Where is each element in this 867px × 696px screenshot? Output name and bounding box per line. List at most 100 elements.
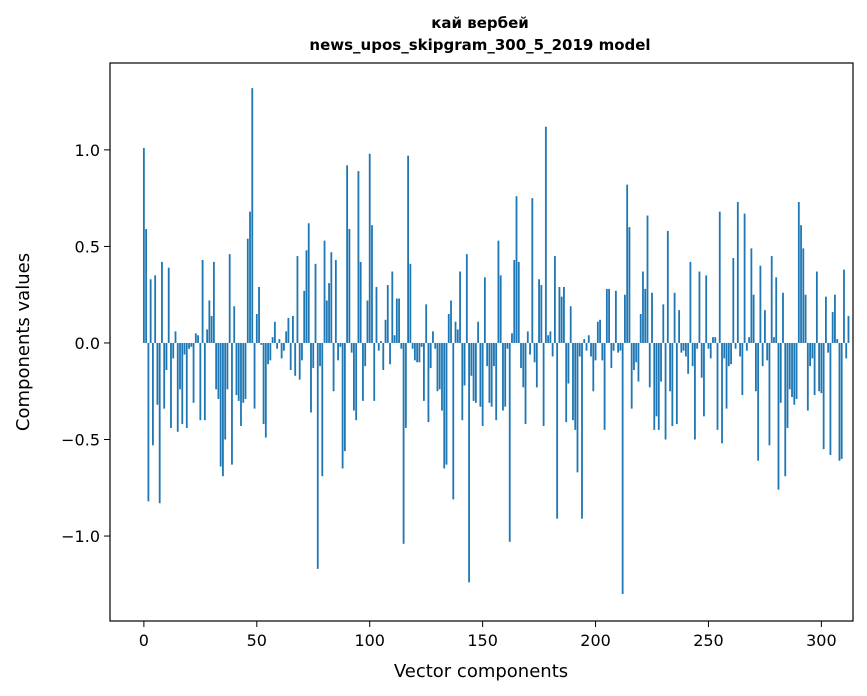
bar xyxy=(619,342,622,351)
bar xyxy=(581,342,583,519)
bar xyxy=(373,342,376,401)
bar xyxy=(407,155,410,343)
bar xyxy=(700,342,703,378)
bar xyxy=(215,342,218,390)
bar xyxy=(495,342,498,421)
bar xyxy=(427,342,430,423)
bar xyxy=(662,304,665,343)
bar xyxy=(145,229,148,343)
bar xyxy=(651,292,653,343)
bar xyxy=(822,342,825,450)
bar xyxy=(752,294,755,343)
bar xyxy=(450,300,452,343)
bar xyxy=(233,306,236,343)
bar xyxy=(813,342,816,396)
y-tick-label: 0.5 xyxy=(75,237,100,256)
bar xyxy=(617,342,620,353)
bar xyxy=(163,342,166,409)
bar xyxy=(766,342,769,361)
bar xyxy=(486,342,489,367)
bar xyxy=(142,147,145,343)
bar xyxy=(705,275,708,343)
bar xyxy=(648,342,651,388)
bar xyxy=(754,342,757,392)
bar xyxy=(380,341,382,343)
x-tick-label: 50 xyxy=(247,631,267,650)
bar xyxy=(152,342,154,446)
bar xyxy=(572,342,574,421)
bar xyxy=(540,285,543,343)
bar xyxy=(276,342,279,349)
bar xyxy=(768,342,771,446)
bar xyxy=(820,342,823,394)
bar xyxy=(770,256,773,343)
bar xyxy=(621,342,624,594)
bar xyxy=(377,342,380,351)
bar xyxy=(416,342,419,363)
bar xyxy=(398,298,400,343)
bar xyxy=(418,342,421,363)
bar xyxy=(727,342,730,367)
x-tick-label: 100 xyxy=(354,631,385,650)
bar xyxy=(244,342,247,399)
bar xyxy=(806,342,809,411)
bar xyxy=(305,250,308,343)
bar xyxy=(172,342,175,359)
bar xyxy=(240,342,242,426)
bar xyxy=(646,215,649,343)
bar xyxy=(515,196,518,343)
bar xyxy=(255,314,258,343)
bar xyxy=(614,290,617,343)
bar xyxy=(165,342,168,370)
bar xyxy=(750,248,753,343)
bar xyxy=(743,213,746,343)
bar xyxy=(447,314,450,343)
bar xyxy=(375,286,378,343)
bar xyxy=(343,342,346,452)
bar xyxy=(551,342,554,357)
bar xyxy=(384,319,387,343)
bar xyxy=(526,331,529,343)
bar xyxy=(222,342,224,477)
bar xyxy=(197,335,199,343)
bar xyxy=(461,342,464,421)
bar xyxy=(684,342,687,357)
bar xyxy=(420,342,423,347)
bar xyxy=(228,254,231,343)
bar xyxy=(691,342,694,367)
bar xyxy=(517,261,520,343)
bar xyxy=(199,342,202,421)
bar xyxy=(456,329,459,343)
x-axis-label: Vector components xyxy=(394,661,568,682)
bar xyxy=(558,286,561,343)
bar xyxy=(718,211,721,343)
bar xyxy=(298,342,301,380)
bar xyxy=(533,342,536,363)
bar xyxy=(535,342,538,388)
bar xyxy=(680,342,683,353)
bar xyxy=(325,300,328,343)
bar xyxy=(578,342,581,357)
bar xyxy=(314,263,317,343)
bar xyxy=(149,279,152,343)
bar xyxy=(296,256,299,343)
bar xyxy=(739,342,741,357)
y-tick-label: 0.0 xyxy=(75,334,100,353)
bar xyxy=(341,342,344,469)
bar xyxy=(673,292,676,343)
bars xyxy=(142,88,850,594)
bar xyxy=(524,342,527,425)
bar xyxy=(477,321,480,343)
bar xyxy=(560,296,563,343)
x-tick-label: 200 xyxy=(580,631,611,650)
bar xyxy=(671,342,674,426)
bar xyxy=(786,342,789,428)
bar xyxy=(843,269,845,343)
bar xyxy=(847,315,850,343)
bar xyxy=(260,342,263,345)
bar xyxy=(459,271,461,343)
bar xyxy=(362,342,364,401)
bar xyxy=(391,271,394,343)
bar xyxy=(206,329,209,343)
bar xyxy=(454,321,457,343)
